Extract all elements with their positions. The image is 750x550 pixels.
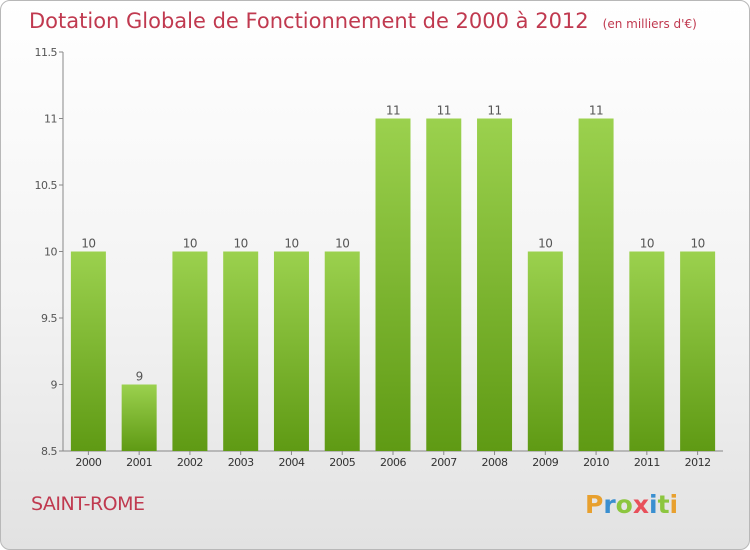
logo-letter: r — [603, 490, 616, 519]
value-label: 10 — [183, 237, 197, 251]
place-name: SAINT-ROME — [31, 493, 145, 515]
value-label: 10 — [234, 237, 248, 251]
y-tick-label: 8.5 — [41, 445, 57, 458]
value-label: 10 — [690, 237, 704, 251]
value-label: 10 — [538, 237, 552, 251]
logo-letter: x — [632, 490, 649, 519]
value-label: 11 — [386, 104, 400, 118]
y-tick-label: 11.5 — [35, 46, 58, 59]
chart-title: Dotation Globale de Fonctionnement de 20… — [29, 9, 697, 33]
value-label: 10 — [284, 237, 298, 251]
x-tick-label: 2003 — [228, 456, 254, 469]
value-label: 10 — [335, 237, 349, 251]
bar-2008 — [477, 118, 513, 451]
x-tick-label: 2002 — [177, 456, 203, 469]
x-tick-label: 2008 — [482, 456, 508, 469]
logo-letter: i — [649, 490, 658, 519]
x-tick-label: 2009 — [532, 456, 558, 469]
y-tick-label: 10.5 — [35, 179, 58, 192]
bar-2006 — [375, 118, 411, 451]
logo-letter: o — [615, 490, 633, 519]
value-label: 10 — [640, 237, 654, 251]
bar-2004 — [273, 251, 309, 451]
value-label: 11 — [589, 104, 603, 118]
y-tick-label: 11 — [44, 113, 57, 126]
bar-2012 — [680, 251, 716, 451]
y-tick-label: 9 — [51, 379, 58, 392]
x-axis: 2000 2001 2002 2003 2004 2005 2006 2007 2008 2009… — [63, 450, 723, 469]
logo-letter: t — [657, 490, 670, 519]
logo-letter: P — [585, 490, 604, 519]
bar-2011 — [629, 251, 665, 451]
bar-2009 — [527, 251, 563, 451]
x-tick-label: 2000 — [75, 456, 101, 469]
x-tick-label: 2010 — [583, 456, 609, 469]
bar-2001 — [121, 384, 157, 451]
value-label: 9 — [136, 370, 143, 384]
x-tick-label: 2012 — [685, 456, 711, 469]
bar-2002 — [172, 251, 208, 451]
y-tick-label: 9.5 — [41, 312, 57, 325]
bar-2000 — [70, 251, 106, 451]
x-tick-label: 2005 — [329, 456, 355, 469]
x-tick-label: 2006 — [380, 456, 406, 469]
bar-2005 — [324, 251, 360, 451]
bar-2010 — [578, 118, 614, 451]
proxiti-logo: Proxiti — [585, 490, 678, 519]
bar-2007 — [426, 118, 462, 451]
x-tick-label: 2001 — [126, 456, 152, 469]
y-tick-label: 10 — [44, 246, 57, 259]
bars-group — [70, 118, 716, 451]
bar-2003 — [223, 251, 259, 451]
logo-letter: i — [669, 490, 679, 519]
value-label: 11 — [437, 104, 451, 118]
x-tick-label: 2007 — [431, 456, 457, 469]
x-tick-label: 2004 — [278, 456, 304, 469]
title-text: Dotation Globale de Fonctionnement de 20… — [29, 9, 589, 33]
y-axis: 8.5 9 9.5 10 10.5 11 11.5 — [35, 46, 64, 458]
x-tick-label: 2011 — [634, 456, 660, 469]
value-label: 11 — [487, 104, 501, 118]
value-label: 10 — [81, 237, 95, 251]
value-labels-group: 10 9 10 10 10 10 11 11 11 10 11 10 10 — [81, 104, 705, 384]
unit-label: (en milliers d'€) — [602, 17, 697, 31]
